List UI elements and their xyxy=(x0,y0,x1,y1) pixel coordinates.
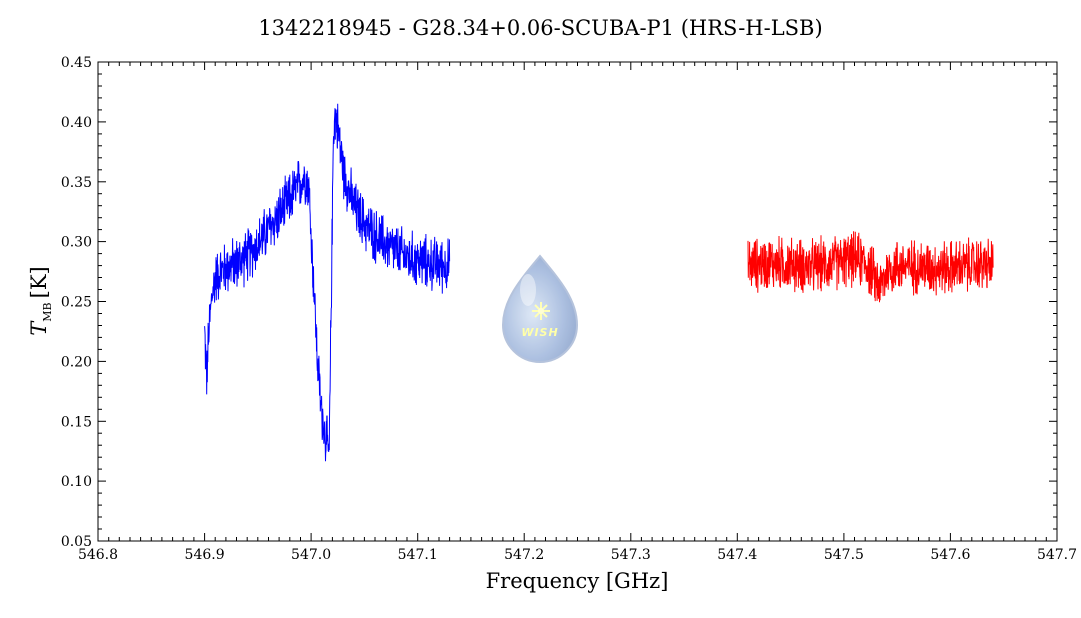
y-axis-label-main: T xyxy=(27,320,51,336)
x-tick-label: 547.1 xyxy=(398,547,438,563)
x-tick-label: 547.0 xyxy=(291,547,331,563)
y-tick-label: 0.45 xyxy=(61,55,92,71)
x-tick-label: 547.5 xyxy=(824,547,864,563)
y-tick-label: 0.40 xyxy=(61,115,92,131)
x-tick-labels: 546.8 546.9 547.0 547.1 547.2 547.3 547.4 547.5… xyxy=(78,547,1077,563)
y-tick-label: 0.05 xyxy=(61,534,92,550)
x-tick-label: 547.4 xyxy=(717,547,757,563)
series-line-1 xyxy=(204,103,451,462)
y-tick-label: 0.20 xyxy=(61,354,92,370)
x-axis-label: Frequency [GHz] xyxy=(486,569,669,593)
y-tick-label: 0.10 xyxy=(61,474,92,490)
y-tick-labels: 0.05 0.10 0.15 0.20 0.25 0.30 0.35 0.40 0.45 xyxy=(61,55,92,550)
chart-title: 1342218945 - G28.34+0.06-SCUBA-P1 (HRS-H… xyxy=(258,16,823,40)
y-tick-label: 0.15 xyxy=(61,414,92,430)
series-line-2 xyxy=(747,231,994,303)
x-tick-label: 547.3 xyxy=(611,547,651,563)
wish-logo-text: WISH xyxy=(521,326,558,339)
series-layer xyxy=(204,103,994,462)
svg-text:TMB[K]: TMB [K] xyxy=(27,266,54,335)
y-axis-label-sub: MB xyxy=(41,302,54,321)
x-tick-label: 547.2 xyxy=(504,547,544,563)
x-tick-label: 547.7 xyxy=(1037,547,1077,563)
y-axis-label: TMB [K] xyxy=(27,266,54,335)
x-tick-label: 547.6 xyxy=(930,547,970,563)
plot-frame xyxy=(97,61,1058,542)
y-tick-label: 0.25 xyxy=(61,295,92,311)
wish-logo: WISH xyxy=(501,254,579,363)
y-axis-label-unit: [K] xyxy=(27,266,51,298)
y-tick-label: 0.30 xyxy=(61,235,92,251)
y-tick-label: 0.35 xyxy=(61,175,92,191)
x-tick-label: 546.9 xyxy=(185,547,225,563)
x-tick-label: 546.8 xyxy=(78,547,118,563)
ticks-layer xyxy=(97,61,1058,542)
